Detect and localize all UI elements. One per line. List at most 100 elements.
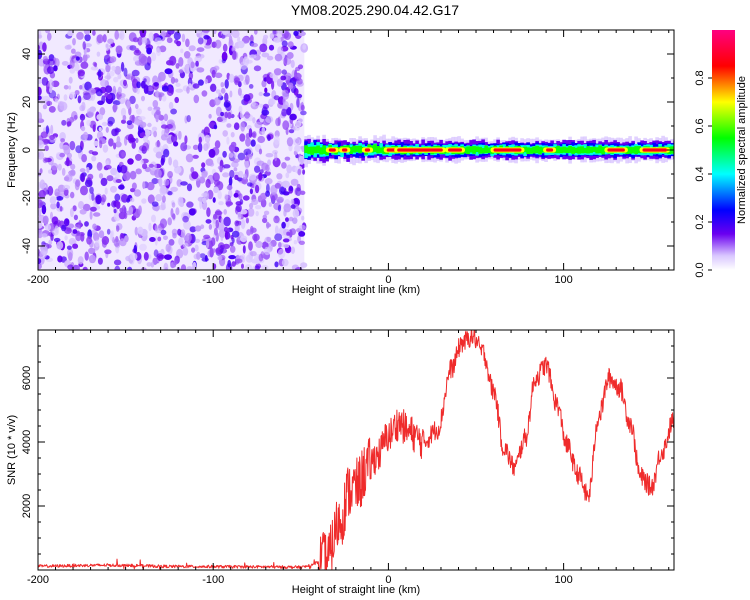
noise-speckle xyxy=(159,185,167,196)
noise-speckle xyxy=(86,166,90,173)
noise-speckle xyxy=(138,205,142,215)
noise-speckle xyxy=(153,130,158,138)
noise-speckle xyxy=(98,126,102,132)
noise-speckle xyxy=(79,168,86,173)
noise-speckle xyxy=(128,206,133,215)
noise-speckle xyxy=(204,44,212,49)
noise-speckle xyxy=(167,171,174,178)
noise-speckle xyxy=(217,255,223,261)
noise-speckle xyxy=(129,95,136,105)
noise-speckle xyxy=(226,185,233,191)
noise-speckle xyxy=(113,76,119,83)
noise-speckle xyxy=(222,164,231,169)
noise-speckle xyxy=(197,37,204,45)
noise-speckle xyxy=(57,219,61,228)
noise-speckle xyxy=(273,203,277,209)
noise-speckle xyxy=(151,214,156,223)
noise-speckle xyxy=(113,142,117,150)
noise-speckle xyxy=(268,202,272,207)
noise-speckle xyxy=(101,121,108,127)
noise-speckle xyxy=(170,76,176,84)
noise-speckle xyxy=(208,224,213,230)
noise-speckle xyxy=(140,30,146,38)
noise-speckle xyxy=(42,157,48,164)
noise-speckle xyxy=(237,211,242,220)
noise-speckle xyxy=(163,235,168,241)
noise-speckle xyxy=(224,111,229,119)
noise-speckle xyxy=(163,129,169,138)
noise-speckle xyxy=(246,229,252,236)
noise-speckle xyxy=(190,166,195,174)
noise-speckle xyxy=(154,207,159,212)
noise-speckle xyxy=(127,133,134,144)
noise-speckle xyxy=(48,169,52,174)
noise-speckle xyxy=(297,168,302,176)
signal-band-cell xyxy=(568,146,572,153)
noise-speckle xyxy=(43,55,48,62)
noise-speckle xyxy=(178,69,184,74)
noise-speckle xyxy=(78,201,84,209)
noise-speckle xyxy=(50,124,54,135)
noise-speckle xyxy=(64,174,73,182)
noise-speckle xyxy=(52,228,59,236)
noise-speckle xyxy=(224,92,229,103)
noise-speckle xyxy=(38,95,42,101)
noise-speckle xyxy=(151,126,158,132)
noise-speckle xyxy=(286,106,292,116)
noise-speckle xyxy=(239,111,243,119)
noise-speckle xyxy=(188,208,196,216)
noise-speckle xyxy=(281,40,288,47)
noise-speckle xyxy=(156,47,161,57)
noise-speckle xyxy=(282,238,290,243)
noise-speckle xyxy=(251,198,259,206)
noise-speckle xyxy=(298,231,306,237)
noise-speckle xyxy=(222,130,228,137)
noise-speckle xyxy=(57,255,63,263)
noise-speckle xyxy=(45,125,50,135)
noise-speckle xyxy=(240,235,248,243)
noise-speckle xyxy=(137,36,143,46)
noise-speckle xyxy=(158,93,162,102)
noise-speckle xyxy=(68,85,72,90)
noise-speckle xyxy=(237,36,241,43)
noise-speckle xyxy=(197,142,203,153)
noise-speckle xyxy=(181,33,186,43)
noise-speckle xyxy=(161,124,168,129)
noise-speckle xyxy=(38,140,44,149)
noise-speckle xyxy=(241,36,250,44)
noise-speckle xyxy=(123,67,128,77)
noise-speckle xyxy=(194,238,201,243)
noise-speckle xyxy=(292,208,300,218)
noise-speckle xyxy=(153,146,161,154)
noise-speckle xyxy=(69,91,76,99)
noise-speckle xyxy=(239,133,246,142)
noise-speckle xyxy=(205,178,211,188)
noise-speckle xyxy=(149,237,156,242)
noise-speckle xyxy=(175,63,180,69)
noise-speckle xyxy=(286,231,291,236)
noise-speckle xyxy=(188,45,196,52)
noise-speckle xyxy=(101,194,107,203)
noise-speckle xyxy=(141,36,148,43)
noise-speckle xyxy=(182,215,189,223)
noise-speckle xyxy=(79,105,85,112)
noise-speckle xyxy=(293,30,299,36)
noise-speckle xyxy=(104,187,108,195)
noise-speckle xyxy=(265,164,270,172)
noise-speckle xyxy=(88,254,96,264)
noise-speckle xyxy=(66,152,72,159)
noise-speckle xyxy=(140,159,144,165)
noise-speckle xyxy=(139,121,147,128)
noise-speckle xyxy=(68,237,77,246)
noise-speckle xyxy=(122,171,131,181)
noise-speckle xyxy=(171,228,178,236)
noise-speckle xyxy=(74,90,80,96)
x-tick-label: -100 xyxy=(202,274,224,286)
noise-speckle xyxy=(69,207,74,218)
noise-speckle xyxy=(250,42,258,48)
noise-speckle xyxy=(258,148,263,155)
noise-speckle xyxy=(122,115,127,121)
noise-speckle xyxy=(127,266,133,270)
noise-speckle xyxy=(267,134,271,141)
noise-speckle xyxy=(107,202,111,207)
